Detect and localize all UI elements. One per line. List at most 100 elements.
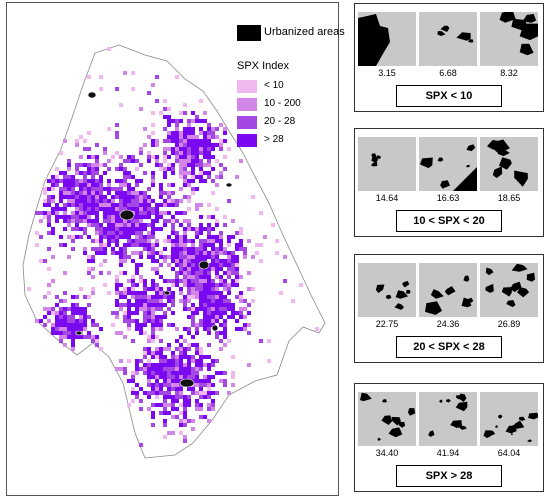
spx-cell (207, 235, 211, 239)
spx-cell (159, 291, 163, 295)
spx-cell (147, 211, 151, 215)
spx-cell (147, 215, 151, 219)
spx-cell (207, 159, 211, 163)
spx-cell (139, 443, 143, 447)
spx-cell (95, 143, 99, 147)
spx-cell (215, 223, 219, 227)
spx-cell (211, 391, 215, 395)
spx-cell (155, 303, 159, 307)
spx-cell (247, 323, 251, 327)
spx-cell (163, 391, 167, 395)
spx-cell (183, 231, 187, 235)
spx-cell (183, 371, 187, 375)
spx-cell (211, 259, 215, 263)
spx-cell (291, 299, 295, 303)
spx-cell (187, 171, 191, 175)
spx-cell (159, 183, 163, 187)
spx-cell (167, 211, 171, 215)
spx-cell (203, 151, 207, 155)
spx-cell (187, 359, 191, 363)
spx-cell (63, 299, 67, 303)
spx-cell (115, 87, 119, 91)
spx-cell (195, 231, 199, 235)
spx-cell (183, 339, 187, 343)
spx-cell (95, 191, 99, 195)
spx-cell (183, 183, 187, 187)
spx-cell (59, 327, 63, 331)
spx-cell (203, 395, 207, 399)
spx-cell (67, 215, 71, 219)
spx-cell (171, 303, 175, 307)
spx-cell (195, 235, 199, 239)
spx-cell (175, 391, 179, 395)
spx-cell (139, 203, 143, 207)
spx-cell (207, 171, 211, 175)
spx-cell (123, 271, 127, 275)
spx-cell (167, 307, 171, 311)
spx-cell (43, 199, 47, 203)
spx-cell (211, 375, 215, 379)
spx-cell (87, 167, 91, 171)
spx-cell (107, 183, 111, 187)
spx-cell (163, 107, 167, 111)
spx-cell (47, 247, 51, 251)
spx-cell (87, 163, 91, 167)
spx-cell (127, 219, 131, 223)
spx-cell (183, 135, 187, 139)
spx-cell (59, 243, 63, 247)
spx-cell (171, 151, 175, 155)
spx-cell (227, 243, 231, 247)
spx-cell (179, 271, 183, 275)
spx-cell (163, 347, 167, 351)
spx-cell (175, 383, 179, 387)
spx-cell (55, 219, 59, 223)
spx-cell (155, 391, 159, 395)
spx-cell (83, 203, 87, 207)
spx-cell (139, 147, 143, 151)
spx-cell (203, 271, 207, 275)
spx-cell (195, 363, 199, 367)
spx-cell (135, 243, 139, 247)
spx-cell (183, 411, 187, 415)
spx-cell (91, 175, 95, 179)
spx-cell (155, 355, 159, 359)
sample-thumbnail (358, 137, 416, 191)
spx-cell (87, 255, 91, 259)
spx-cell (135, 283, 139, 287)
spx-cell (55, 311, 59, 315)
spx-cell (55, 207, 59, 211)
spx-cell (283, 255, 287, 259)
spx-cell (75, 211, 79, 215)
spx-cell (127, 311, 131, 315)
spx-cell (131, 239, 135, 243)
spx-cell (99, 179, 103, 183)
spx-cell (151, 335, 155, 339)
spx-cell (119, 367, 123, 371)
spx-cell (171, 135, 175, 139)
spx-cell (183, 259, 187, 263)
spx-cell (131, 379, 135, 383)
spx-cell (127, 359, 131, 363)
spx-cell (155, 267, 159, 271)
spx-cell (91, 191, 95, 195)
spx-cell (171, 239, 175, 243)
spx-cell (55, 183, 59, 187)
spx-cell (95, 215, 99, 219)
spx-cell (143, 127, 147, 131)
spx-cell (207, 363, 211, 367)
spx-cell (67, 327, 71, 331)
spx-cell (159, 295, 163, 299)
spx-cell (159, 163, 163, 167)
spx-cell (159, 307, 163, 311)
spx-cell (43, 323, 47, 327)
spx-cell (215, 271, 219, 275)
spx-cell (131, 287, 135, 291)
spx-cell (167, 119, 171, 123)
spx-cell (183, 147, 187, 151)
spx-cell (75, 319, 79, 323)
spx-cell (83, 323, 87, 327)
spx-cell (179, 151, 183, 155)
spx-cell (107, 127, 111, 131)
spx-cell (207, 319, 211, 323)
spx-cell (191, 227, 195, 231)
